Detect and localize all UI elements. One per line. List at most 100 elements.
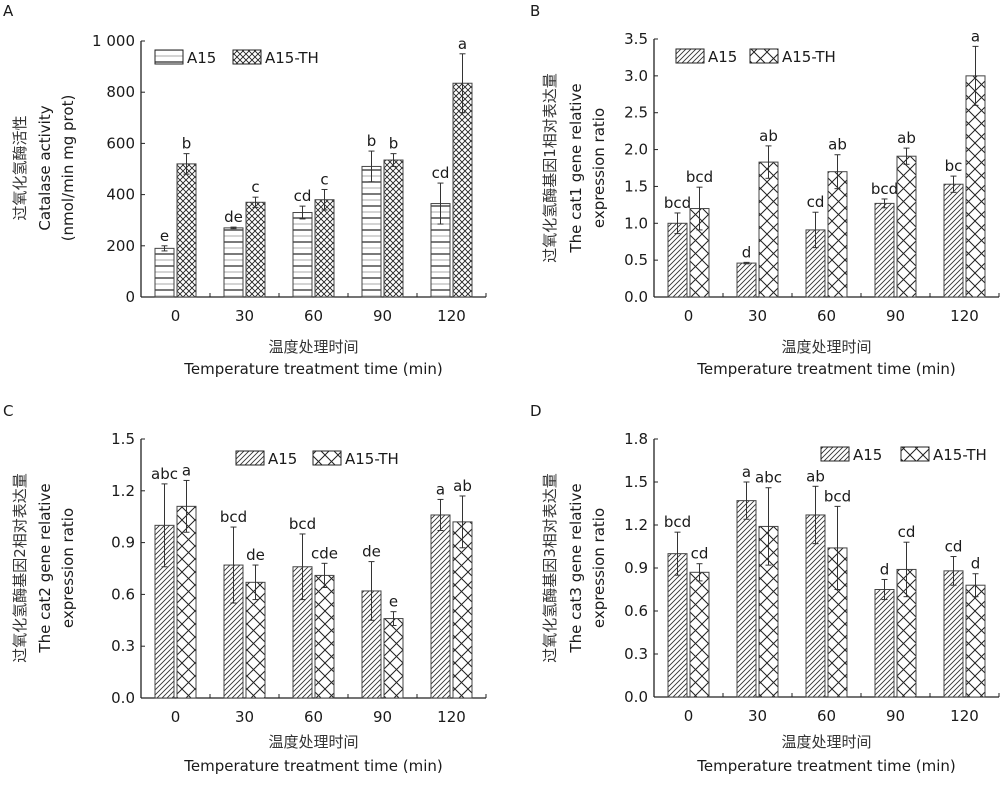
legend-swatch-a15 bbox=[820, 446, 850, 462]
x-tick-label: 0 bbox=[171, 307, 181, 325]
bar-a15-th bbox=[176, 505, 197, 699]
y-axis-title-line: The cat3 gene relative bbox=[567, 483, 585, 653]
y-axis-title-line: Catalase activity bbox=[36, 105, 54, 230]
legend-swatch-a15-th bbox=[749, 48, 779, 64]
significance-label: ab bbox=[897, 129, 916, 147]
x-tick-label: 60 bbox=[304, 708, 323, 726]
legend-label: A15-TH bbox=[345, 450, 399, 468]
significance-label: d bbox=[880, 560, 890, 578]
x-tick-label: 60 bbox=[304, 307, 323, 325]
x-tick-label: 0 bbox=[171, 708, 181, 726]
significance-label: a bbox=[971, 27, 980, 45]
x-tick-label: 120 bbox=[950, 707, 979, 725]
y-axis-title-line: 过氧化氢酶活性 bbox=[11, 115, 29, 220]
y-tick-label: 0.9 bbox=[624, 559, 648, 577]
legend: A15 A15-TH bbox=[154, 49, 319, 67]
significance-label: d bbox=[971, 555, 981, 573]
y-tick-label: 3.5 bbox=[624, 30, 648, 48]
panel-letter: B bbox=[530, 2, 540, 20]
legend-label: A15 bbox=[268, 450, 297, 468]
legend: A15 A15-TH bbox=[235, 450, 399, 468]
y-axis-title-line: (nmol/min mg prot) bbox=[59, 95, 77, 242]
x-tick-label: 60 bbox=[817, 707, 836, 725]
significance-label: cd bbox=[691, 545, 709, 563]
legend-label: A15-TH bbox=[265, 49, 319, 67]
y-axis-title-line: expression ratio bbox=[590, 108, 608, 228]
bar-a15-th bbox=[965, 584, 986, 698]
x-tick-label: 30 bbox=[235, 708, 254, 726]
x-axis-title: Temperature treatment time (min) bbox=[696, 360, 955, 378]
x-tick-label: 30 bbox=[235, 307, 254, 325]
significance-label: a bbox=[742, 463, 751, 481]
significance-label: cd bbox=[432, 164, 450, 182]
y-axis-title-line: 过氧化氢酶基因2相对表达量 bbox=[11, 473, 29, 663]
bar-a15-th bbox=[176, 163, 197, 298]
panel-letter: D bbox=[530, 402, 542, 420]
significance-label: cd bbox=[807, 193, 825, 211]
significance-label: bcd bbox=[289, 515, 316, 533]
legend-label: A15-TH bbox=[933, 446, 987, 464]
y-tick-label: 800 bbox=[106, 83, 135, 101]
x-tick-label: 120 bbox=[950, 307, 979, 325]
y-tick-label: 0 bbox=[125, 288, 135, 306]
y-axis-title-line: The cat2 gene relative bbox=[36, 483, 54, 653]
significance-label: d bbox=[742, 243, 752, 261]
legend-label: A15 bbox=[853, 446, 882, 464]
significance-label: a bbox=[458, 35, 467, 53]
significance-label: abc bbox=[151, 465, 178, 483]
significance-label: a bbox=[436, 480, 445, 498]
y-tick-label: 0.6 bbox=[624, 602, 648, 620]
x-tick-label: 90 bbox=[373, 307, 392, 325]
y-tick-label: 1.2 bbox=[111, 482, 135, 500]
significance-label: cd bbox=[945, 538, 963, 556]
x-tick-label: 120 bbox=[437, 708, 466, 726]
significance-label: bcd bbox=[824, 487, 851, 505]
bar-a15 bbox=[292, 212, 313, 298]
y-tick-label: 0.3 bbox=[111, 637, 135, 655]
y-tick-label: 2.0 bbox=[624, 141, 648, 159]
bar-a15-th bbox=[827, 171, 848, 298]
y-tick-label: 0.0 bbox=[624, 288, 648, 306]
x-tick-label: 30 bbox=[748, 307, 767, 325]
y-tick-label: 0.0 bbox=[624, 688, 648, 706]
y-tick-label: 1.5 bbox=[111, 430, 135, 448]
bar-a15 bbox=[430, 514, 451, 699]
legend-swatch-a15-th bbox=[900, 446, 930, 462]
bar-a15 bbox=[154, 247, 175, 298]
bar-a15-th bbox=[383, 618, 404, 699]
legend-swatch-a15-th bbox=[232, 49, 262, 65]
significance-label: ab bbox=[828, 136, 847, 154]
legend-label: A15-TH bbox=[782, 48, 836, 66]
significance-label: de bbox=[246, 546, 265, 564]
significance-label: ab bbox=[759, 127, 778, 145]
significance-label: cd bbox=[898, 523, 916, 541]
y-tick-label: 200 bbox=[106, 237, 135, 255]
significance-label: ab bbox=[453, 477, 472, 495]
significance-label: de bbox=[224, 208, 243, 226]
bar-a15-th bbox=[452, 82, 473, 298]
y-tick-label: 1.5 bbox=[624, 473, 648, 491]
bar-a15 bbox=[223, 227, 244, 298]
legend-label: A15 bbox=[187, 49, 216, 67]
x-axis-title: Temperature treatment time (min) bbox=[183, 757, 442, 775]
y-tick-label: 0.6 bbox=[111, 585, 135, 603]
significance-label: cd bbox=[294, 187, 312, 205]
y-tick-label: 0.0 bbox=[111, 689, 135, 707]
x-axis-title-cn: 温度处理时间 bbox=[781, 733, 871, 751]
significance-label: bcd bbox=[686, 168, 713, 186]
x-axis-title: Temperature treatment time (min) bbox=[183, 360, 442, 378]
significance-label: e bbox=[160, 227, 169, 245]
significance-label: abc bbox=[755, 469, 782, 487]
bar-a15-th bbox=[383, 159, 404, 298]
legend-swatch-a15 bbox=[154, 49, 184, 65]
legend: A15 A15-TH bbox=[820, 446, 987, 464]
y-axis-title-line: 过氧化氢酶基因3相对表达量 bbox=[541, 473, 559, 663]
y-tick-label: 1.8 bbox=[624, 430, 648, 448]
legend-label: A15 bbox=[708, 48, 737, 66]
significance-label: de bbox=[362, 543, 381, 561]
legend-swatch-a15 bbox=[675, 48, 705, 64]
x-tick-label: 0 bbox=[684, 707, 694, 725]
y-tick-label: 1.2 bbox=[624, 516, 648, 534]
